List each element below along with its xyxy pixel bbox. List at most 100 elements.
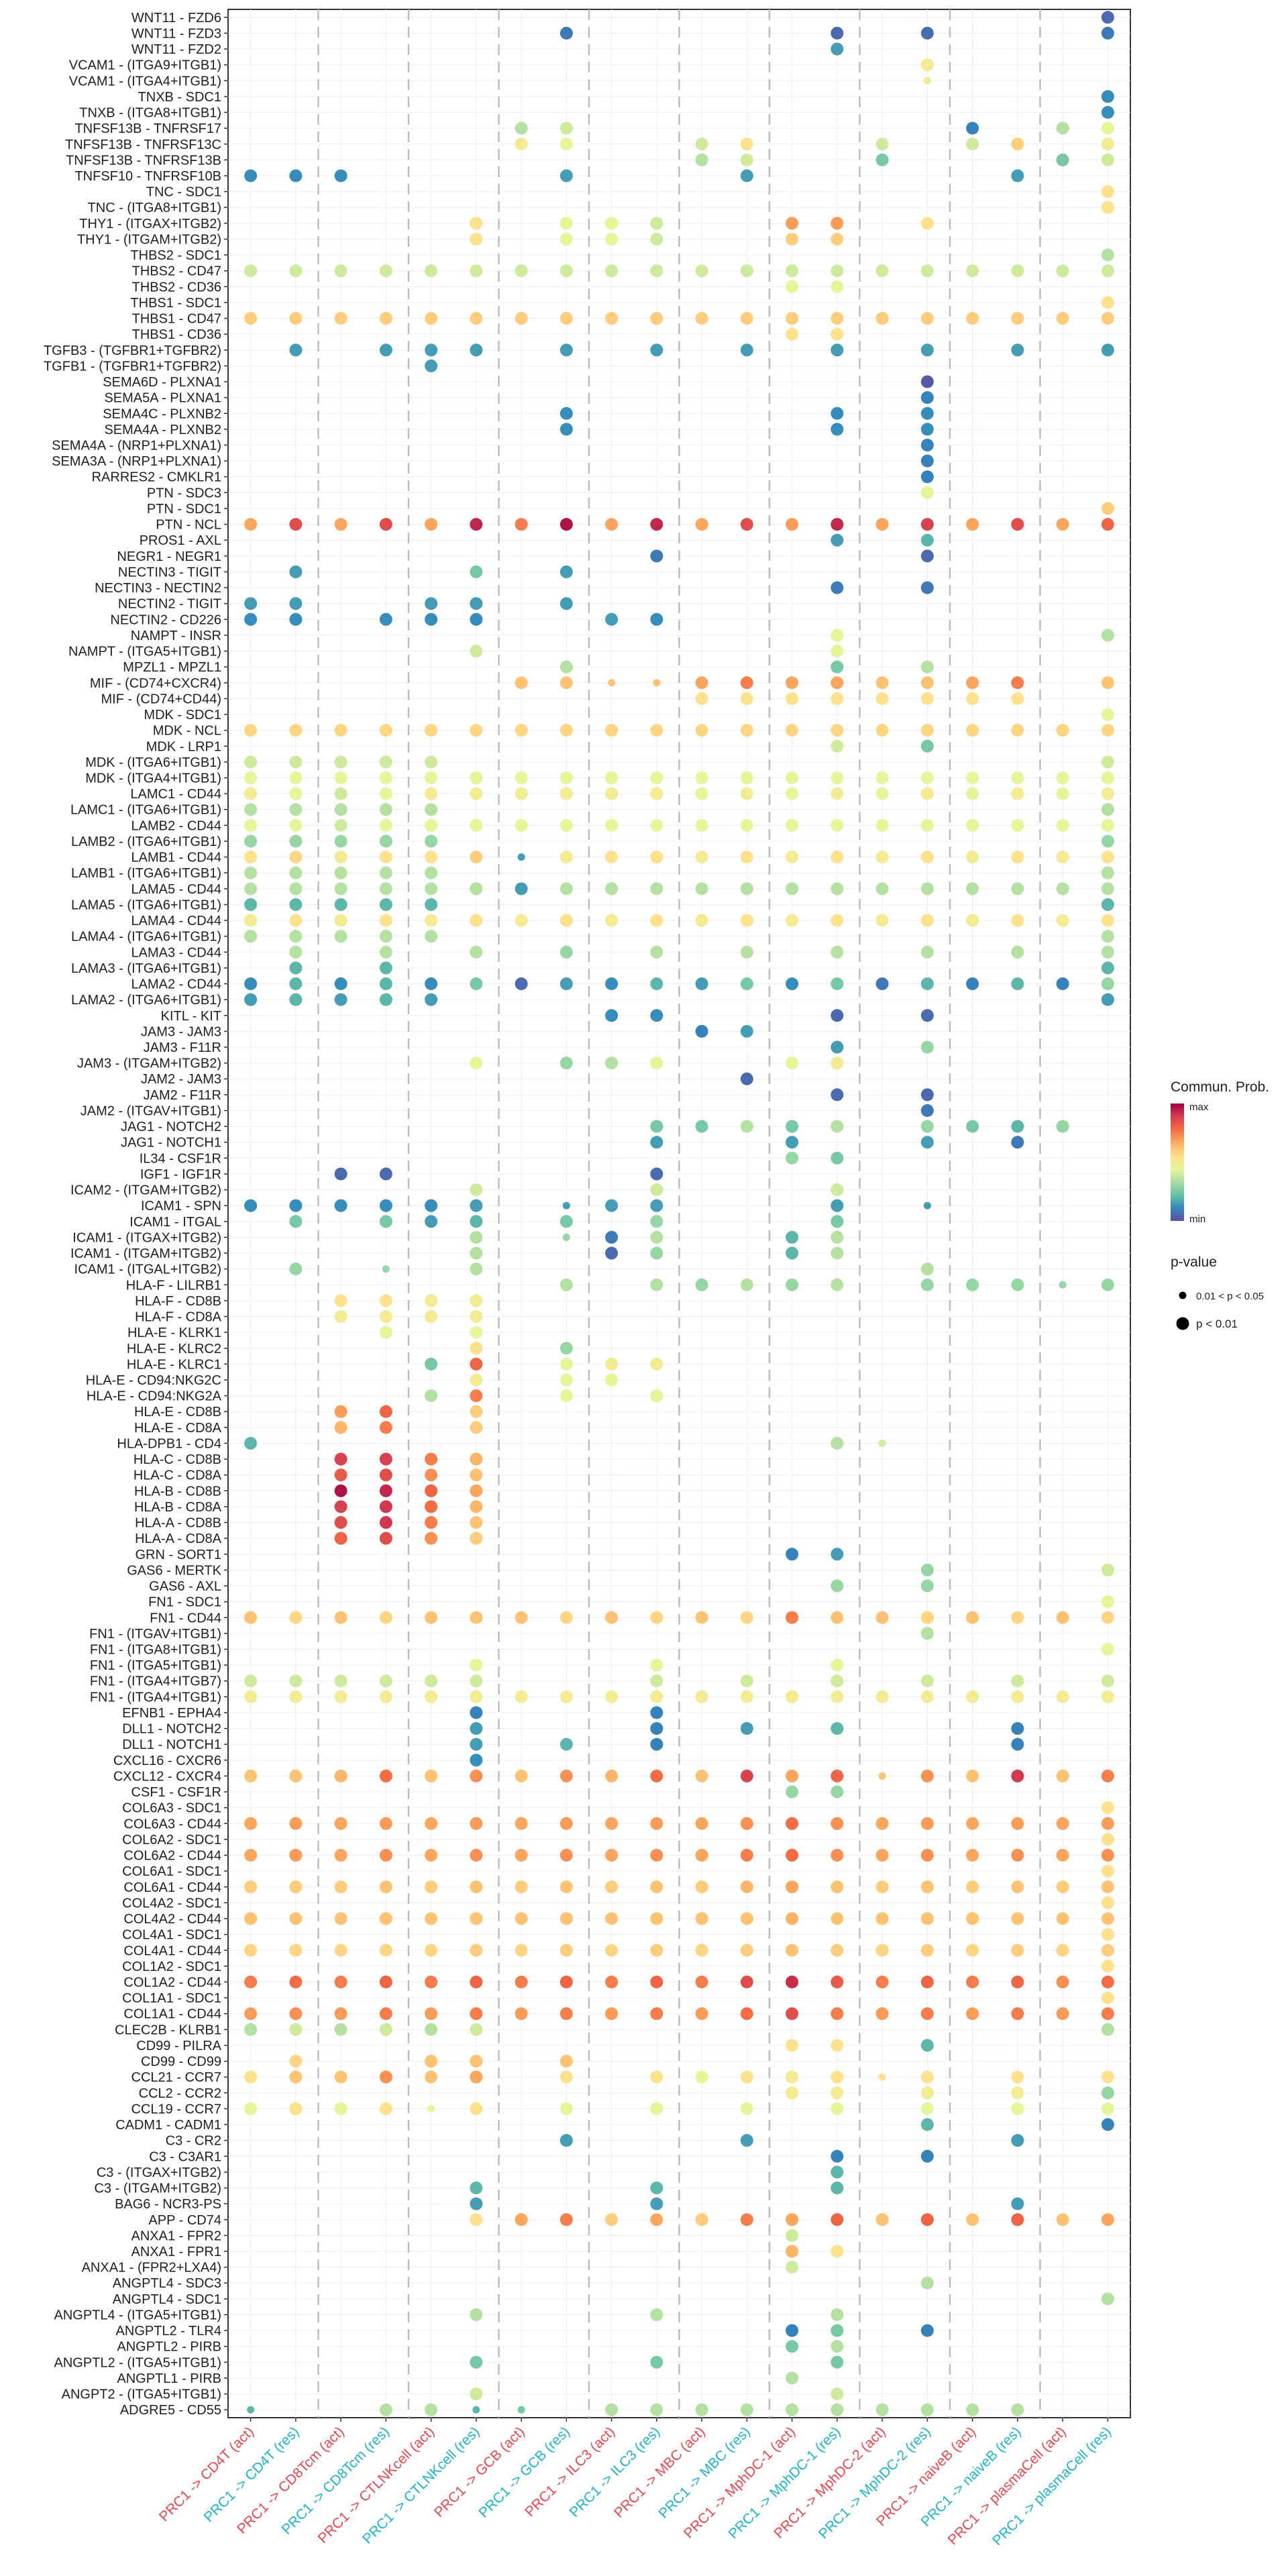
data-point bbox=[695, 1943, 708, 1957]
data-point bbox=[875, 2213, 889, 2226]
data-point bbox=[289, 169, 303, 182]
data-point bbox=[289, 597, 303, 610]
y-tick-label: LAMA2 - (ITGA6+ITGB1) bbox=[71, 993, 221, 1008]
data-point bbox=[289, 1199, 303, 1212]
data-point bbox=[1011, 2007, 1024, 2021]
data-point bbox=[244, 1674, 258, 1688]
data-point bbox=[830, 945, 844, 959]
y-tick-label: LAMA3 - CD44 bbox=[131, 945, 222, 960]
data-point bbox=[470, 612, 483, 626]
data-point bbox=[1101, 930, 1114, 943]
data-point bbox=[1011, 2213, 1024, 2226]
data-point bbox=[740, 676, 753, 690]
data-point bbox=[740, 1722, 753, 1735]
data-point bbox=[425, 518, 438, 531]
data-point bbox=[289, 898, 303, 911]
data-point bbox=[1056, 882, 1069, 896]
data-point bbox=[966, 787, 979, 800]
data-point bbox=[650, 1722, 663, 1735]
data-point bbox=[379, 1167, 392, 1181]
data-point bbox=[244, 1611, 258, 1624]
data-point bbox=[559, 169, 573, 182]
data-point bbox=[244, 2070, 258, 2084]
data-point bbox=[470, 597, 483, 610]
data-point bbox=[830, 533, 844, 547]
data-point bbox=[650, 1357, 663, 1371]
data-point bbox=[786, 1880, 799, 1894]
data-point bbox=[650, 1737, 663, 1751]
data-point bbox=[1011, 1611, 1024, 1624]
data-point bbox=[379, 518, 392, 531]
data-point bbox=[289, 945, 303, 959]
data-point bbox=[1101, 343, 1114, 357]
data-point bbox=[379, 835, 392, 848]
data-point bbox=[334, 1943, 347, 1957]
data-point bbox=[425, 835, 438, 848]
data-point bbox=[515, 2213, 528, 2226]
data-point bbox=[559, 2055, 573, 2068]
data-point bbox=[695, 1278, 708, 1291]
y-tick-label: CD99 - CD99 bbox=[141, 2055, 221, 2070]
data-point bbox=[1056, 977, 1069, 991]
data-point bbox=[379, 1484, 392, 1497]
data-point bbox=[1056, 518, 1069, 531]
data-point bbox=[559, 518, 573, 531]
data-point bbox=[515, 121, 528, 135]
y-tick-label: GRN - SORT1 bbox=[135, 1548, 221, 1562]
data-point bbox=[1056, 264, 1069, 278]
data-point bbox=[786, 1278, 799, 1291]
y-tick-label: COL6A1 - CD44 bbox=[123, 1880, 221, 1895]
data-point bbox=[1011, 914, 1024, 927]
y-tick-label: HLA-A - CD8A bbox=[135, 1532, 222, 1546]
data-point bbox=[740, 138, 753, 151]
data-point bbox=[740, 153, 753, 166]
data-point bbox=[559, 787, 573, 800]
y-tick-label: FN1 - CD44 bbox=[150, 1611, 221, 1625]
data-point bbox=[920, 1104, 934, 1117]
data-point bbox=[875, 676, 889, 690]
data-point bbox=[966, 1690, 979, 1703]
y-tick-label: FN1 - (ITGA4+ITGB7) bbox=[90, 1674, 221, 1689]
data-point bbox=[830, 1278, 844, 1291]
data-point bbox=[289, 977, 303, 991]
y-tick-label: KITL - KIT bbox=[161, 1009, 221, 1024]
data-point bbox=[1011, 977, 1024, 991]
data-point bbox=[875, 692, 889, 705]
data-point bbox=[1101, 1595, 1114, 1609]
data-point bbox=[470, 1310, 483, 1324]
y-tick-label: PTN - SDC1 bbox=[147, 502, 221, 517]
data-point bbox=[244, 898, 258, 911]
y-tick-label: MDK - LRP1 bbox=[146, 739, 221, 754]
data-point bbox=[1056, 1120, 1069, 1133]
data-point bbox=[334, 993, 347, 1006]
data-points bbox=[244, 11, 1114, 2416]
data-point bbox=[470, 232, 483, 246]
data-point bbox=[470, 1706, 483, 1719]
data-point bbox=[1011, 1722, 1024, 1735]
data-point bbox=[695, 518, 708, 531]
data-point bbox=[289, 961, 303, 975]
data-point bbox=[559, 1373, 573, 1387]
data-point bbox=[966, 2007, 979, 2021]
data-point bbox=[515, 977, 528, 991]
y-tick-label: CXCL12 - CXCR4 bbox=[113, 1769, 221, 1784]
data-point bbox=[650, 1389, 663, 1403]
data-point bbox=[289, 771, 303, 784]
y-tick-label: NECTIN2 - TIGIT bbox=[118, 597, 221, 612]
data-point bbox=[244, 851, 258, 864]
data-point bbox=[605, 818, 619, 832]
data-point bbox=[425, 1484, 438, 1497]
y-tick-label: CADM1 - CADM1 bbox=[115, 2118, 221, 2133]
data-point bbox=[1011, 169, 1024, 182]
data-point bbox=[470, 1722, 483, 1735]
data-point bbox=[289, 2023, 303, 2036]
data-point bbox=[695, 692, 708, 705]
data-point bbox=[920, 1817, 934, 1830]
data-point bbox=[1011, 1674, 1024, 1688]
data-point bbox=[470, 1389, 483, 1403]
y-tick-label: NECTIN2 - CD226 bbox=[110, 612, 221, 627]
data-point bbox=[966, 2403, 979, 2416]
data-point bbox=[875, 1975, 889, 1988]
data-point bbox=[650, 2007, 663, 2021]
data-point bbox=[289, 835, 303, 848]
